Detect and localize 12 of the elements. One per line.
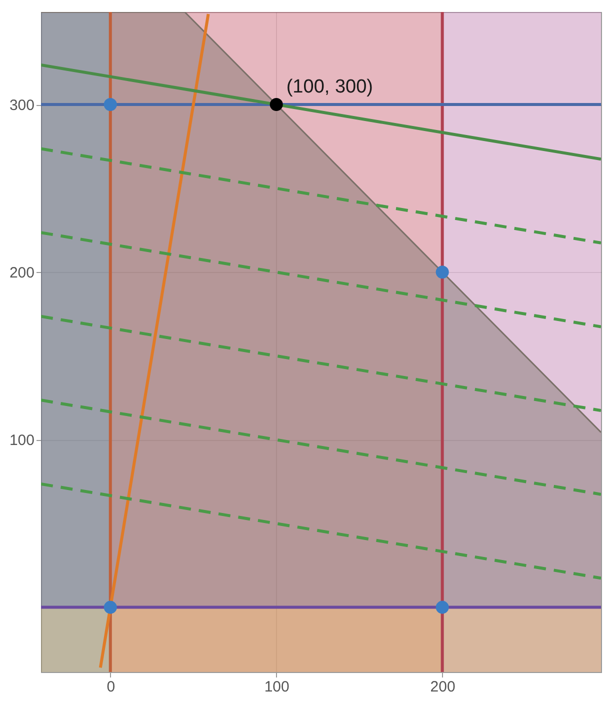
x-tick-label: 200 — [430, 678, 456, 696]
annotation: (100, 300) — [286, 76, 373, 98]
x-tick-label: 100 — [264, 678, 290, 696]
y-tick-label: 100 — [9, 432, 34, 450]
y-tick-label: 300 — [9, 97, 34, 114]
point — [270, 98, 283, 112]
point — [436, 600, 449, 614]
point — [104, 600, 117, 614]
point — [436, 266, 449, 279]
point — [104, 98, 117, 112]
x-tick-label: 0 — [106, 678, 116, 696]
y-tick-label: 200 — [9, 264, 34, 282]
